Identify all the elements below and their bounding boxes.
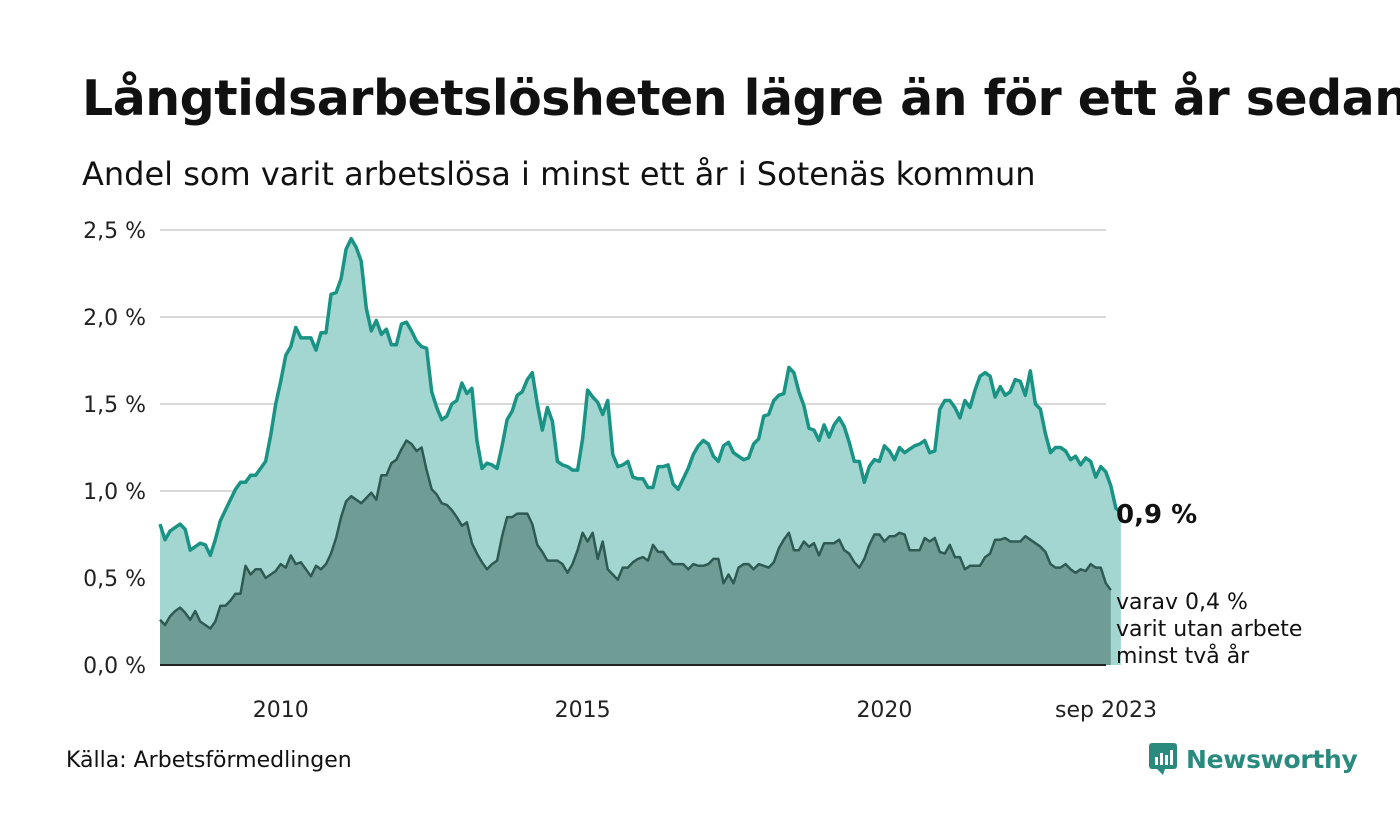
x-tick-label: 2020 (856, 698, 912, 723)
newsworthy-logo-icon (1149, 743, 1177, 775)
y-tick-label: 1,5 % (83, 393, 146, 418)
y-tick-label: 0,5 % (83, 567, 146, 592)
series-line (159, 439, 1112, 630)
brand-name: Newsworthy (1186, 744, 1358, 774)
x-tick-label: 2015 (555, 698, 611, 723)
x-tick-label: sep 2023 (1055, 698, 1157, 723)
y-tick-label: 2,5 % (83, 219, 146, 244)
end-label-sub: varav 0,4 % (1116, 590, 1248, 615)
series-line (158, 236, 1122, 558)
end-label-main: 0,9 % (1116, 500, 1197, 530)
source-note: Källa: Arbetsförmedlingen (66, 748, 352, 773)
chart-subtitle: Andel som varit arbetslösa i minst ett å… (82, 155, 1036, 193)
end-label-sub: minst två år (1116, 643, 1250, 669)
chart-title: Långtidsarbetslösheten lägre än för ett … (82, 70, 1400, 127)
series-area (160, 440, 1111, 665)
y-tick-label: 0,0 % (83, 654, 146, 679)
y-tick-label: 1,0 % (83, 480, 146, 505)
brand[interactable]: Newsworthy (1148, 742, 1358, 776)
x-tick-label: 2010 (253, 698, 309, 723)
y-tick-label: 2,0 % (83, 306, 146, 331)
end-label-sub: varit utan arbete (1116, 617, 1302, 642)
